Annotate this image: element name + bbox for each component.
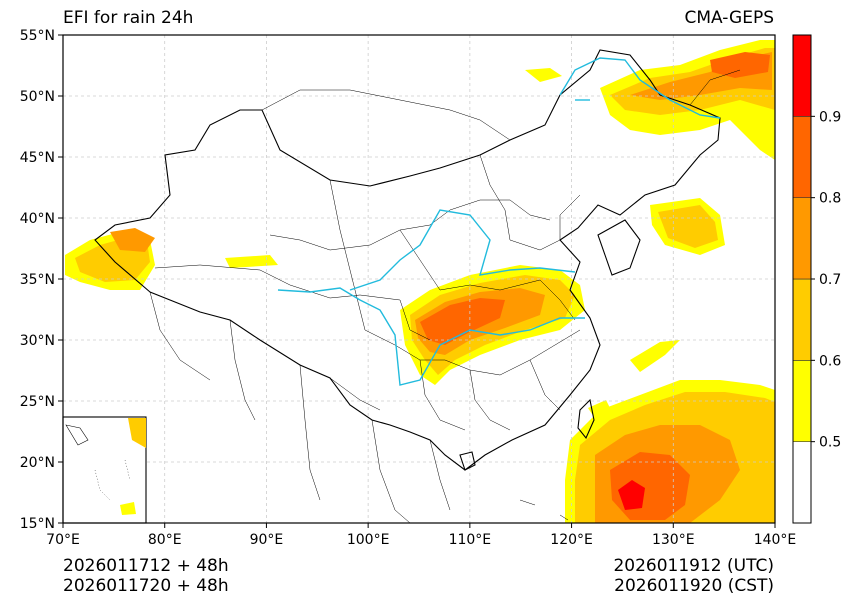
lat-tick-label: 15°N (20, 516, 55, 532)
south-china-sea-inset (62, 416, 147, 524)
country-borders (94, 49, 721, 471)
colorbar-segment (792, 441, 812, 524)
colorbar-segment (792, 360, 812, 442)
valid-time-utc: 2026011912 (UTC) (613, 556, 774, 576)
lon-axis: 70°E 80°E 90°E 100°E 110°E 120°E 130°E 140°E (46, 523, 796, 548)
yangtze-river (277, 287, 585, 386)
lat-tick-label: 30°N (20, 333, 55, 349)
taiwan-outline (577, 398, 595, 440)
hainan-outline (459, 451, 476, 471)
efi-max-typhoon (618, 480, 645, 510)
lat-axis: 55°N 50°N 45°N 40°N 35°N 30°N 25°N 20°N 15°N (20, 28, 63, 532)
valid-time-cst: 2026011920 (CST) (614, 576, 774, 596)
colorbar-segment (792, 197, 812, 280)
lon-tick-label: 120°E (550, 532, 593, 548)
lon-tick-label: 90°E (250, 532, 284, 548)
colorbar: 0.5 0.6 0.7 0.8 0.9 (792, 34, 841, 524)
lon-tick-label: 70°E (46, 532, 80, 548)
efi-area-taiwan (588, 400, 612, 420)
lat-tick-label: 35°N (20, 272, 55, 288)
colorbar-segment (792, 278, 812, 361)
colorbar-tick-label: 0.9 (819, 109, 841, 125)
yellow-river (349, 209, 576, 291)
lat-tick-label: 55°N (20, 28, 55, 44)
lat-tick-label: 40°N (20, 211, 55, 227)
china-border (94, 49, 721, 471)
province-borders (154, 154, 581, 431)
lat-tick-label: 25°N (20, 394, 55, 410)
model-name: CMA-GEPS (684, 8, 774, 28)
colorbar-tick-label: 0.6 (819, 353, 841, 369)
colorbar-segment (792, 116, 812, 198)
lon-tick-label: 130°E (652, 532, 695, 548)
neighbor-borders (149, 69, 741, 524)
colorbar-tick-label: 0.8 (819, 191, 841, 207)
colorbar-segment (792, 34, 812, 117)
efi-area-north-small (525, 68, 562, 82)
lon-tick-label: 80°E (148, 532, 182, 548)
init-time-utc: 2026011712 + 48h (63, 556, 229, 576)
lat-tick-label: 50°N (20, 89, 55, 105)
init-time-cst: 2026011720 + 48h (63, 576, 229, 596)
lat-lon-grid (63, 35, 775, 523)
init-time-block: 2026011712 + 48h 2026011720 + 48h (63, 556, 229, 596)
efi-area-tibet (225, 255, 278, 268)
map-title: EFI for rain 24h (63, 8, 194, 28)
efi-shading-layer (65, 40, 775, 523)
korea-outline (597, 219, 641, 276)
colorbar-tick-label: 0.5 (819, 435, 841, 451)
lon-tick-label: 100°E (347, 532, 390, 548)
lon-tick-label: 140°E (754, 532, 797, 548)
amur-river (559, 57, 721, 119)
efi-area-taiwan-east (630, 340, 680, 372)
lat-tick-label: 20°N (20, 455, 55, 471)
lat-tick-label: 45°N (20, 150, 55, 166)
rivers (277, 57, 721, 386)
valid-time-block: 2026011912 (UTC) 2026011920 (CST) (613, 556, 774, 596)
lon-tick-label: 110°E (449, 532, 492, 548)
colorbar-tick-label: 0.7 (819, 272, 841, 288)
